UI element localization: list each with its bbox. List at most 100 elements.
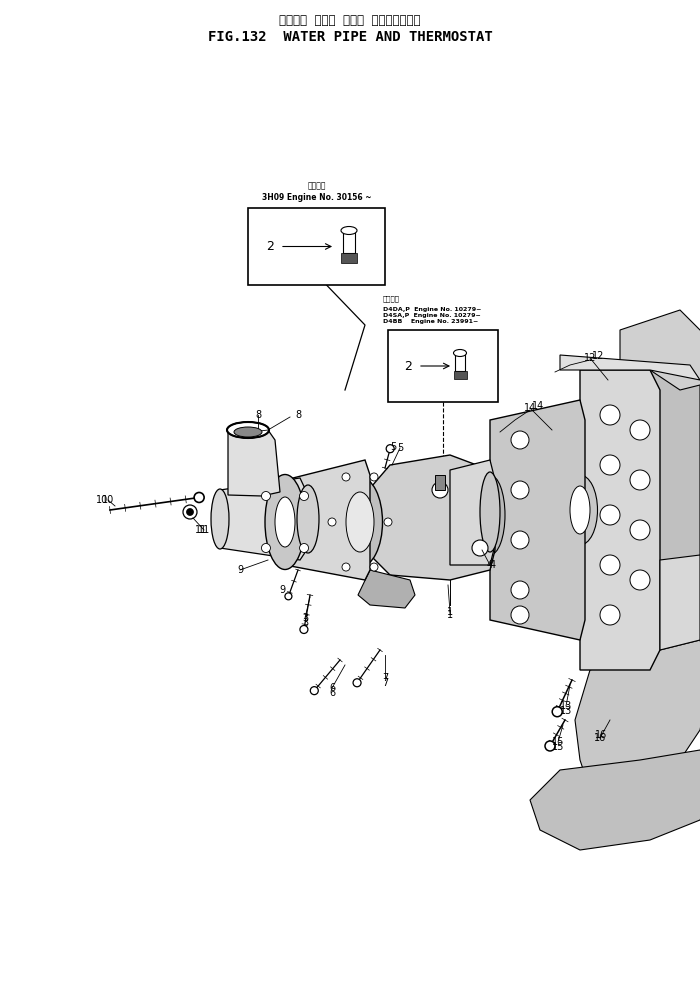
Text: 8: 8 <box>255 410 261 420</box>
Text: 2: 2 <box>266 240 274 253</box>
Text: 14: 14 <box>532 401 545 411</box>
Text: 適用番号: 適用番号 <box>383 296 400 302</box>
Circle shape <box>300 625 308 634</box>
Text: 13: 13 <box>560 701 572 711</box>
Circle shape <box>353 678 361 686</box>
Ellipse shape <box>475 475 505 555</box>
Text: 3: 3 <box>302 613 308 623</box>
Text: 6: 6 <box>329 683 335 693</box>
Bar <box>388 330 498 402</box>
Ellipse shape <box>337 477 382 567</box>
Circle shape <box>342 563 350 571</box>
Circle shape <box>600 605 620 625</box>
Text: 7: 7 <box>382 678 388 688</box>
Polygon shape <box>575 640 700 790</box>
Text: 1: 1 <box>447 610 453 620</box>
Bar <box>455 353 465 371</box>
Circle shape <box>600 555 620 575</box>
Polygon shape <box>490 400 585 640</box>
Ellipse shape <box>570 486 590 534</box>
Text: 適用番号: 適用番号 <box>307 181 326 190</box>
Circle shape <box>285 592 292 599</box>
Text: 9: 9 <box>237 565 243 575</box>
Ellipse shape <box>227 422 269 438</box>
Text: 14: 14 <box>524 403 536 413</box>
Circle shape <box>552 707 562 717</box>
Ellipse shape <box>265 475 305 570</box>
Circle shape <box>328 518 336 526</box>
Text: 10: 10 <box>102 495 114 505</box>
Text: 15: 15 <box>552 742 564 752</box>
Text: 16: 16 <box>594 733 606 743</box>
Text: D4DA,P  Engine No. 10279~: D4DA,P Engine No. 10279~ <box>383 307 482 312</box>
Circle shape <box>511 531 529 549</box>
Ellipse shape <box>480 472 500 552</box>
Polygon shape <box>450 460 495 565</box>
Polygon shape <box>360 455 495 580</box>
Circle shape <box>386 445 394 453</box>
Circle shape <box>183 505 197 519</box>
Polygon shape <box>580 370 660 670</box>
Polygon shape <box>650 370 700 670</box>
Text: 3H09 Engine No. 30156 ~: 3H09 Engine No. 30156 ~ <box>262 193 371 202</box>
Circle shape <box>511 581 529 599</box>
Polygon shape <box>285 460 370 580</box>
Text: D4SA,P  Engine No. 10279~: D4SA,P Engine No. 10279~ <box>383 313 481 318</box>
Bar <box>248 208 385 285</box>
Text: 15: 15 <box>552 737 564 747</box>
Circle shape <box>384 518 392 526</box>
Ellipse shape <box>234 427 262 437</box>
Ellipse shape <box>341 226 357 234</box>
Text: 11: 11 <box>195 525 207 535</box>
Circle shape <box>472 540 488 556</box>
Text: 16: 16 <box>595 730 608 740</box>
Ellipse shape <box>563 475 598 545</box>
Text: D4BB    Engine No. 23991~: D4BB Engine No. 23991~ <box>383 319 478 324</box>
Circle shape <box>511 431 529 449</box>
Text: ウォータ  パイプ  および  サーモスタット: ウォータ パイプ および サーモスタット <box>279 14 421 27</box>
Circle shape <box>600 455 620 475</box>
Ellipse shape <box>275 497 295 547</box>
Bar <box>454 371 467 379</box>
Circle shape <box>300 544 309 553</box>
Text: 9: 9 <box>279 585 285 595</box>
Ellipse shape <box>211 489 229 549</box>
Circle shape <box>630 520 650 540</box>
Circle shape <box>186 508 193 515</box>
Text: 4: 4 <box>487 560 493 570</box>
Text: 3: 3 <box>302 618 308 628</box>
Text: FIG.132  WATER PIPE AND THERMOSTAT: FIG.132 WATER PIPE AND THERMOSTAT <box>208 30 492 44</box>
Circle shape <box>342 473 350 481</box>
Bar <box>341 252 357 262</box>
Circle shape <box>511 606 529 624</box>
Circle shape <box>630 420 650 440</box>
Ellipse shape <box>297 485 319 553</box>
Polygon shape <box>660 555 700 650</box>
Text: 2: 2 <box>404 359 412 373</box>
Polygon shape <box>560 355 700 380</box>
Polygon shape <box>228 430 280 496</box>
Circle shape <box>630 570 650 590</box>
Text: 5: 5 <box>397 443 403 453</box>
Circle shape <box>370 563 378 571</box>
Circle shape <box>261 492 270 500</box>
Text: 13: 13 <box>560 706 572 716</box>
Polygon shape <box>620 310 700 390</box>
Text: 12: 12 <box>584 353 596 363</box>
Circle shape <box>370 473 378 481</box>
Text: 5: 5 <box>390 442 396 452</box>
Text: 10: 10 <box>96 495 108 505</box>
Ellipse shape <box>346 492 374 552</box>
Bar <box>343 230 355 252</box>
Ellipse shape <box>454 349 466 356</box>
Text: 1: 1 <box>447 607 453 617</box>
Text: 12: 12 <box>592 351 604 361</box>
Bar <box>435 475 445 490</box>
Circle shape <box>194 493 204 502</box>
Circle shape <box>310 686 319 694</box>
Circle shape <box>511 481 529 499</box>
Text: 11: 11 <box>198 525 210 535</box>
Text: 8: 8 <box>295 410 301 420</box>
Polygon shape <box>530 750 700 850</box>
Circle shape <box>432 482 448 498</box>
